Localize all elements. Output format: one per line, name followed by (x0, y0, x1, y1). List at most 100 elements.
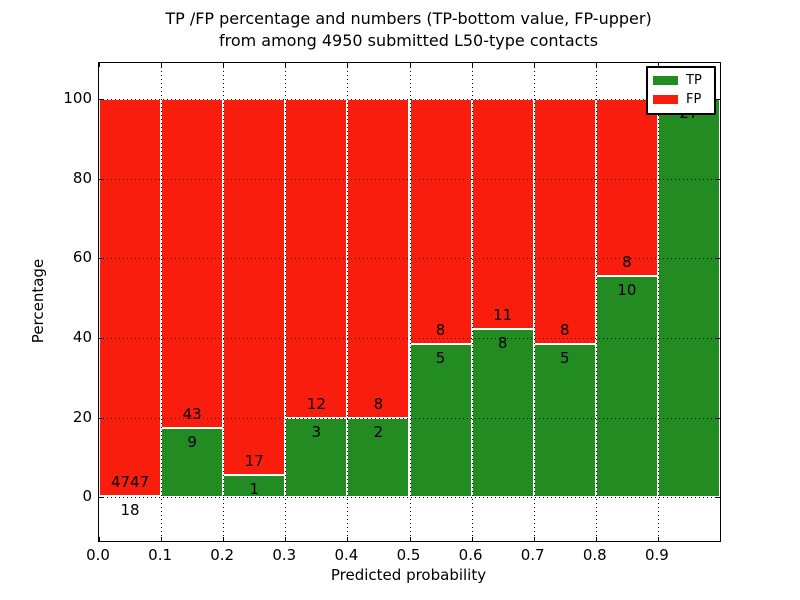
x-tick-mark (471, 537, 473, 541)
x-gridline (595, 63, 597, 541)
fp-count-label: 8 (373, 394, 384, 413)
tp-count-label: 1 (249, 480, 259, 499)
x-tick-mark (657, 537, 659, 541)
x-gridline (161, 63, 163, 541)
bar-segment-fp (409, 98, 472, 344)
legend-item-fp: FP (653, 90, 709, 109)
x-gridline (223, 63, 225, 541)
x-tick-mark (99, 63, 100, 67)
x-tick-label: 0.9 (644, 546, 669, 564)
x-tick-mark (533, 63, 535, 67)
chart-title-line1: TP /FP percentage and numbers (TP-bottom… (165, 9, 652, 28)
fp-count-label: 8 (622, 252, 632, 271)
x-tick-mark (595, 537, 597, 541)
x-gridline (347, 63, 349, 541)
y-tick-label: 20 (72, 407, 92, 426)
bar-segment-tp (409, 343, 472, 498)
x-tick-mark (409, 63, 411, 67)
y-tick-label: 0 (82, 487, 92, 506)
y-tick-mark (99, 337, 103, 339)
chart-title: TP /FP percentage and numbers (TP-bottom… (98, 8, 719, 52)
bar-segment-tp (533, 343, 596, 498)
legend-label-fp: FP (686, 92, 702, 107)
bar-segment-fp (533, 98, 596, 344)
x-tick-label: 0.2 (210, 546, 235, 564)
y-tick-mark (716, 497, 720, 499)
bar-segment-fp (99, 98, 162, 496)
x-tick-mark (595, 63, 597, 67)
x-tick-label: 0.4 (334, 546, 359, 564)
x-tick-mark (347, 537, 349, 541)
y-axis-label: Percentage (29, 258, 47, 344)
fp-count-label: 8 (559, 320, 570, 339)
plot-area: 47471843917112382851188581027 (98, 62, 721, 542)
fp-count-label: 12 (306, 394, 326, 413)
fp-count-label: 43 (182, 405, 202, 424)
legend-label-tp: TP (686, 73, 702, 88)
x-tick-label: 0.0 (86, 546, 110, 564)
tp-count-label: 3 (311, 422, 322, 441)
y-tick-label: 60 (72, 248, 92, 267)
bar-segment-fp (223, 98, 286, 476)
fp-count-label: 11 (493, 306, 513, 325)
tp-count-label: 18 (120, 500, 140, 519)
bar-segment-tp (595, 275, 658, 498)
y-tick-label: 80 (72, 168, 92, 187)
x-gridline (657, 63, 659, 541)
x-tick-mark (161, 63, 163, 67)
chart-title-line2: from among 4950 submitted L50-type conta… (218, 31, 599, 50)
x-tick-mark (347, 63, 349, 67)
x-tick-label: 0.8 (582, 546, 607, 564)
bar-segment-fp (161, 98, 224, 429)
x-gridline (533, 63, 535, 541)
bar-segment-fp (595, 98, 658, 276)
x-tick-label: 0.3 (272, 546, 297, 564)
fp-color-swatch-icon (653, 95, 678, 104)
y-tick-mark (716, 417, 720, 419)
fp-count-label: 4747 (110, 472, 150, 491)
x-tick-mark (533, 537, 535, 541)
bar-segment-fp (471, 98, 534, 330)
x-tick-mark (471, 63, 473, 67)
y-tick-mark (99, 497, 103, 499)
tp-count-label: 8 (497, 334, 508, 353)
y-tick-mark (99, 258, 103, 260)
y-tick-mark (716, 337, 720, 339)
x-tick-mark (223, 63, 225, 67)
tp-color-swatch-icon (653, 76, 678, 85)
x-tick-mark (285, 537, 287, 541)
tp-count-label: 9 (187, 433, 197, 452)
legend-item-tp: TP (653, 71, 709, 90)
y-tick-mark (716, 258, 720, 260)
x-tick-mark (657, 63, 659, 67)
fp-count-label: 17 (244, 452, 264, 471)
bar-segment-tp (657, 98, 720, 498)
tp-count-label: 2 (373, 422, 384, 441)
x-axis-label: Predicted probability (330, 566, 487, 584)
x-tick-mark (99, 537, 100, 541)
y-tick-mark (99, 98, 103, 100)
legend: TP FP (646, 66, 716, 115)
y-tick-mark (99, 178, 103, 180)
tp-count-label: 10 (617, 280, 637, 299)
x-tick-label: 0.6 (458, 546, 483, 564)
bar-segment-tp (471, 329, 534, 498)
x-tick-label: 0.1 (148, 546, 173, 564)
x-gridline (409, 63, 411, 541)
y-tick-mark (99, 417, 103, 419)
x-tick-label: 0.5 (396, 546, 421, 564)
x-gridline (471, 63, 473, 541)
x-tick-mark (223, 537, 225, 541)
y-tick-label: 40 (72, 327, 92, 346)
x-tick-mark (285, 63, 287, 67)
tp-count-label: 5 (435, 348, 446, 367)
x-tick-mark (409, 537, 411, 541)
y-tick-label: 100 (63, 88, 92, 107)
x-gridline (285, 63, 287, 541)
x-tick-label: 0.7 (520, 546, 545, 564)
y-tick-mark (716, 178, 720, 180)
fp-count-label: 8 (435, 320, 446, 339)
x-tick-mark (161, 537, 163, 541)
y-tick-mark (716, 98, 720, 100)
